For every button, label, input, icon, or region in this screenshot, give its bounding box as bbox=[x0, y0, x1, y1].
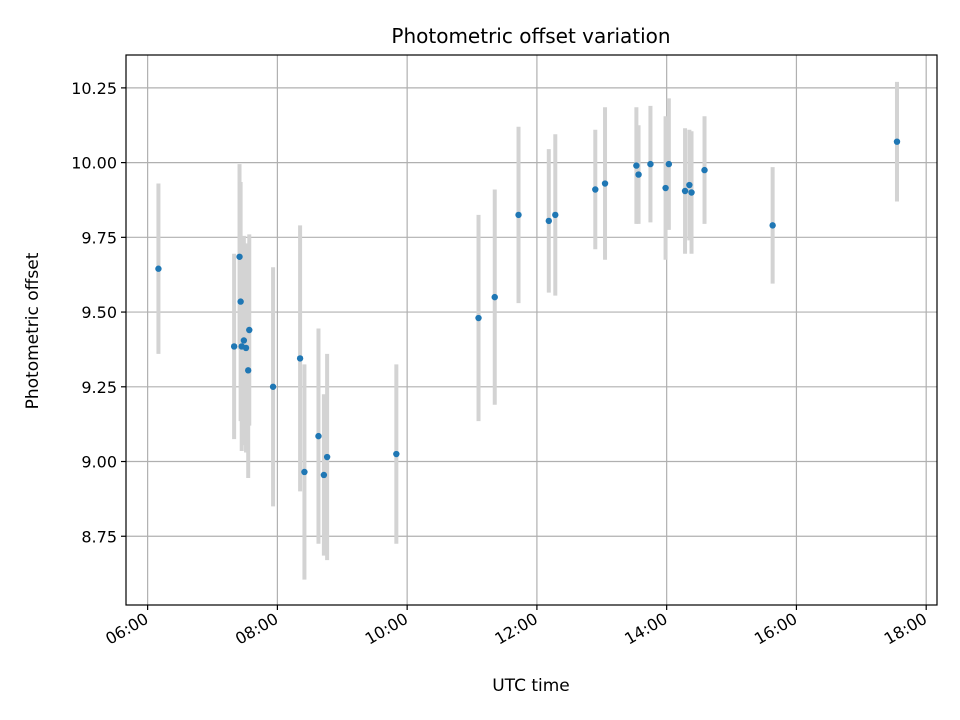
data-point bbox=[323, 453, 331, 461]
x-axis-title: UTC time bbox=[492, 676, 570, 696]
data-point bbox=[244, 367, 252, 374]
data-point bbox=[701, 166, 708, 174]
data-point bbox=[545, 217, 553, 225]
data-point bbox=[230, 343, 238, 350]
data-point bbox=[393, 450, 400, 458]
data-point bbox=[246, 326, 253, 334]
data-point bbox=[491, 293, 498, 301]
data-point bbox=[601, 180, 609, 187]
y-tick-label: 10.25 bbox=[71, 79, 117, 98]
y-tick-label: 9.50 bbox=[81, 303, 117, 322]
data-point bbox=[686, 181, 693, 189]
data-point bbox=[635, 171, 642, 178]
data-point bbox=[515, 211, 522, 219]
data-point bbox=[237, 298, 244, 305]
data-point bbox=[665, 160, 673, 168]
data-point bbox=[633, 162, 640, 169]
data-point bbox=[475, 314, 482, 322]
data-point bbox=[240, 337, 248, 344]
data-point bbox=[662, 184, 669, 192]
chart-title: Photometric offset variation bbox=[391, 24, 670, 48]
data-point bbox=[269, 383, 277, 390]
y-tick-label: 9.25 bbox=[81, 378, 117, 397]
data-point bbox=[769, 222, 776, 229]
y-axis-title: Photometric offset bbox=[23, 252, 43, 409]
data-point bbox=[242, 344, 250, 352]
data-point bbox=[296, 355, 304, 362]
data-point bbox=[236, 253, 243, 260]
y-tick-label: 8.75 bbox=[81, 527, 117, 546]
data-point bbox=[320, 471, 328, 479]
data-point bbox=[301, 468, 308, 476]
grid bbox=[126, 55, 937, 605]
data-point bbox=[155, 265, 162, 272]
y-tick-label: 9.00 bbox=[81, 453, 117, 472]
data-point bbox=[688, 189, 695, 196]
data-point bbox=[592, 186, 599, 193]
y-axis: 8.75 9.00 9.25 9.50 9.75 10.00 10.25 bbox=[71, 79, 126, 546]
data-points bbox=[155, 138, 901, 479]
data-point bbox=[315, 432, 322, 440]
plot-frame bbox=[125, 54, 938, 606]
data-point bbox=[893, 138, 901, 145]
y-tick-label: 10.00 bbox=[71, 154, 117, 173]
data-point bbox=[681, 187, 689, 195]
data-point bbox=[647, 160, 654, 168]
y-tick-label: 9.75 bbox=[81, 228, 117, 247]
data-point bbox=[552, 211, 559, 219]
